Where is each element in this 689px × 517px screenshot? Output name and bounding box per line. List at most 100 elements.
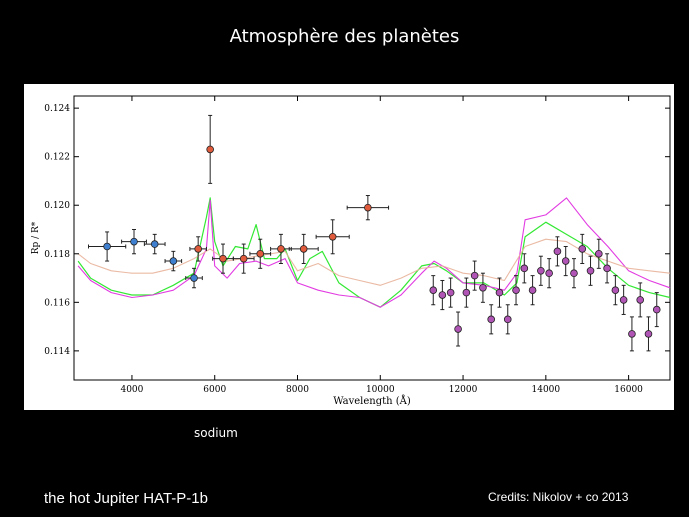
data-point	[595, 238, 603, 269]
data-marker	[299, 245, 308, 253]
data-marker	[130, 237, 138, 246]
data-marker	[438, 291, 447, 299]
x-tick-label: 4000	[120, 385, 143, 395]
data-marker	[603, 264, 611, 273]
data-marker	[462, 288, 471, 297]
data-point	[87, 231, 127, 262]
data-point	[644, 316, 653, 352]
data-point	[438, 279, 447, 311]
data-marker	[219, 254, 227, 263]
data-marker	[256, 249, 265, 258]
x-tick-label: 8000	[286, 385, 309, 395]
data-point	[212, 243, 234, 274]
planet-caption: the hot Jupiter HAT-P-1b	[44, 490, 208, 507]
data-marker	[537, 266, 545, 275]
data-marker	[586, 266, 595, 275]
data-point	[288, 233, 319, 264]
data-marker	[429, 286, 438, 294]
data-point	[270, 233, 292, 264]
data-point	[429, 275, 438, 306]
x-tick-label: 12000	[449, 385, 478, 395]
data-point	[586, 255, 595, 286]
data-point	[503, 304, 512, 335]
data-point	[611, 275, 620, 306]
y-tick-label: 0.114	[44, 347, 70, 357]
data-marker	[578, 245, 587, 253]
data-point	[121, 229, 147, 255]
data-point	[143, 233, 166, 255]
data-point	[545, 258, 553, 289]
x-ticks: 4000 6000 8000 10000 12000 14000 16000	[120, 96, 643, 395]
data-point	[636, 282, 644, 318]
data-marker	[206, 145, 214, 154]
data-marker	[512, 286, 520, 294]
data-marker	[328, 232, 337, 241]
x-axis-label: Wavelength (Å)	[333, 395, 411, 407]
data-marker	[103, 242, 111, 251]
data-marker	[150, 240, 159, 248]
data-marker	[446, 288, 455, 297]
data-point	[446, 277, 455, 308]
data-marker	[495, 288, 504, 297]
data-marker	[636, 296, 644, 304]
y-tick-label: 0.122	[44, 153, 70, 163]
data-marker	[454, 325, 462, 333]
data-point	[603, 253, 611, 284]
data-point	[346, 195, 390, 221]
data-marker	[595, 249, 603, 258]
data-marker	[545, 269, 553, 277]
data-point	[479, 272, 487, 303]
data-point	[495, 277, 504, 308]
data-point	[315, 219, 350, 255]
data-marker	[553, 247, 562, 256]
data-marker	[479, 283, 487, 292]
data-marker	[644, 330, 653, 338]
data-point	[537, 255, 545, 286]
data-marker	[528, 286, 537, 294]
model-curve	[77, 238, 671, 286]
data-points	[87, 114, 661, 352]
data-point	[470, 260, 479, 291]
x-tick-label: 16000	[614, 385, 643, 395]
data-marker	[239, 254, 248, 263]
y-axis-label: Rp / R*	[31, 221, 41, 254]
chart-svg: 4000 6000 8000 10000 12000 14000 16000 0.114 0.…	[31, 95, 671, 407]
data-point	[561, 245, 570, 277]
data-point	[454, 311, 462, 347]
data-marker	[487, 315, 496, 324]
data-marker	[561, 257, 570, 265]
x-tick-label: 14000	[532, 385, 561, 395]
y-tick-label: 0.116	[44, 298, 70, 308]
data-marker	[169, 257, 178, 265]
data-marker	[470, 271, 479, 280]
y-ticks: 0.114 0.116 0.118 0.120 0.122 0.124	[44, 104, 670, 357]
data-point	[528, 275, 537, 306]
data-marker	[364, 203, 372, 212]
y-tick-label: 0.120	[44, 201, 70, 211]
y-tick-label: 0.118	[44, 250, 70, 260]
data-marker	[277, 245, 285, 253]
data-point	[520, 253, 529, 284]
data-marker	[628, 330, 636, 338]
x-tick-label: 6000	[203, 385, 226, 395]
data-point	[232, 243, 255, 274]
sodium-annotation: sodium	[194, 426, 238, 440]
data-point	[652, 292, 661, 328]
data-marker	[611, 286, 620, 294]
data-marker	[619, 296, 628, 304]
data-marker	[503, 315, 512, 324]
slide-title: Atmosphère des planètes	[229, 26, 460, 47]
data-marker	[520, 264, 529, 273]
data-point	[249, 238, 272, 269]
data-point	[164, 250, 183, 272]
data-point	[189, 236, 207, 262]
data-point	[206, 114, 214, 184]
data-point	[512, 275, 520, 306]
x-tick-label: 10000	[366, 385, 395, 395]
data-point	[487, 304, 496, 335]
data-point	[462, 277, 471, 308]
data-point	[619, 284, 628, 315]
data-point	[628, 316, 636, 352]
data-marker	[194, 245, 202, 253]
data-point	[570, 258, 578, 289]
